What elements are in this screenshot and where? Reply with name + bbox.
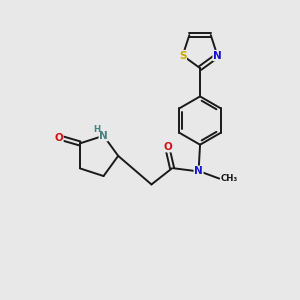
Text: N: N [99, 131, 108, 141]
Text: O: O [163, 142, 172, 152]
Text: S: S [179, 50, 186, 61]
Text: H: H [94, 125, 100, 134]
Text: N: N [213, 50, 222, 61]
Text: N: N [194, 166, 203, 176]
Text: O: O [54, 133, 63, 142]
Text: CH₃: CH₃ [221, 174, 238, 183]
